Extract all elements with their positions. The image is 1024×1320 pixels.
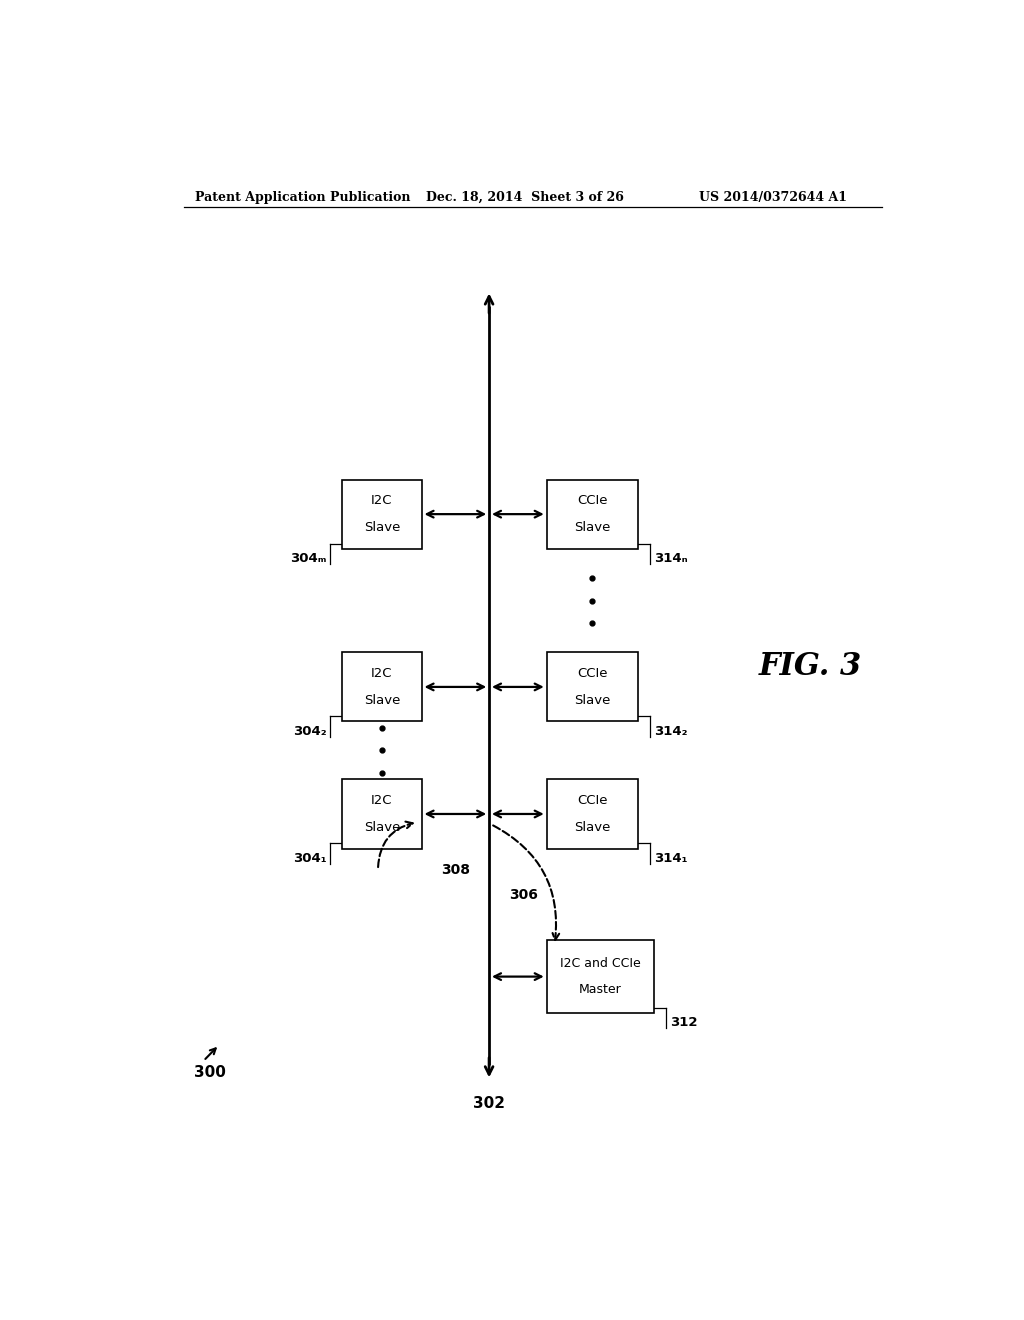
- Text: I2C: I2C: [372, 795, 392, 808]
- Text: 302: 302: [473, 1096, 505, 1110]
- Text: I2C and CCIe: I2C and CCIe: [560, 957, 641, 970]
- Text: I2C: I2C: [372, 495, 392, 507]
- Text: CCIe: CCIe: [577, 495, 607, 507]
- Text: Slave: Slave: [364, 521, 400, 533]
- FancyBboxPatch shape: [547, 940, 653, 1014]
- FancyBboxPatch shape: [547, 652, 638, 722]
- Text: CCIe: CCIe: [577, 795, 607, 808]
- FancyBboxPatch shape: [342, 479, 422, 549]
- Text: Slave: Slave: [364, 821, 400, 834]
- Text: I2C: I2C: [372, 667, 392, 680]
- Text: 314₂: 314₂: [653, 725, 687, 738]
- Text: Slave: Slave: [574, 821, 610, 834]
- Text: Dec. 18, 2014  Sheet 3 of 26: Dec. 18, 2014 Sheet 3 of 26: [426, 191, 624, 203]
- FancyBboxPatch shape: [342, 652, 422, 722]
- Text: 300: 300: [194, 1065, 225, 1080]
- Text: Patent Application Publication: Patent Application Publication: [196, 191, 411, 203]
- Text: 304₂: 304₂: [293, 725, 327, 738]
- Text: US 2014/0372644 A1: US 2014/0372644 A1: [699, 191, 848, 203]
- Text: Slave: Slave: [364, 693, 400, 706]
- Text: 308: 308: [441, 863, 470, 876]
- Text: CCIe: CCIe: [577, 667, 607, 680]
- Text: FIG. 3: FIG. 3: [759, 651, 862, 682]
- Text: 304ₘ: 304ₘ: [290, 552, 327, 565]
- Text: 304₁: 304₁: [293, 851, 327, 865]
- FancyBboxPatch shape: [547, 779, 638, 849]
- Text: Master: Master: [579, 983, 622, 997]
- FancyBboxPatch shape: [342, 779, 422, 849]
- Text: Slave: Slave: [574, 521, 610, 533]
- Text: 306: 306: [509, 888, 538, 903]
- Text: 314₁: 314₁: [653, 851, 687, 865]
- Text: 312: 312: [670, 1016, 697, 1030]
- Text: Slave: Slave: [574, 693, 610, 706]
- FancyBboxPatch shape: [547, 479, 638, 549]
- Text: 314ₙ: 314ₙ: [653, 552, 687, 565]
